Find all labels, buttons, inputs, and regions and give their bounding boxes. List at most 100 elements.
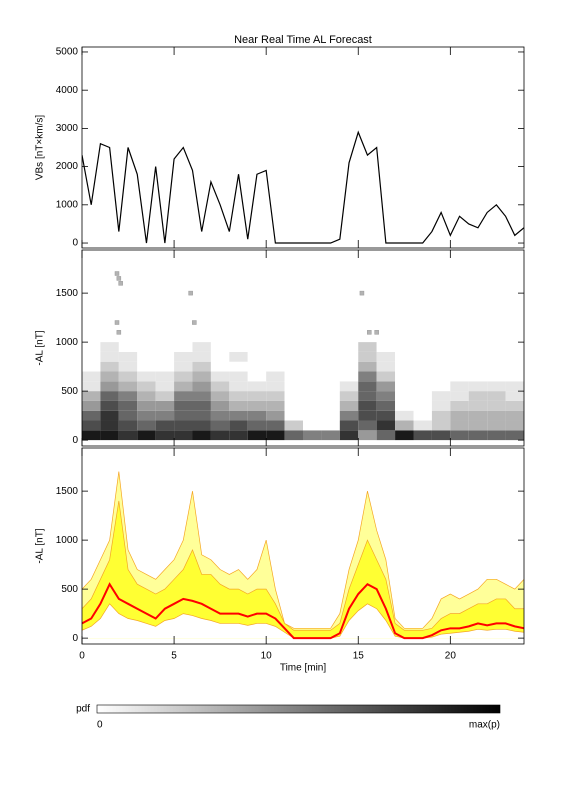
heat-cell [118, 361, 138, 372]
heat-cell [431, 420, 451, 431]
heat-cell [468, 410, 488, 421]
heat-cell [321, 381, 340, 392]
colorbar-min: 0 [97, 720, 103, 731]
heat-cell [82, 400, 101, 411]
x-axis-label: Time [min] [280, 663, 327, 674]
heat-cell [155, 420, 175, 431]
y-tick-label: 1500 [56, 288, 79, 299]
heat-cell [137, 430, 156, 441]
heat-cell [284, 351, 303, 362]
heat-cell [192, 430, 211, 441]
y-tick-label: 3000 [56, 123, 79, 134]
heat-cell [468, 361, 488, 372]
heat-cell [321, 361, 340, 372]
heat-cell [174, 351, 193, 362]
heat-cell [284, 420, 303, 431]
heat-cell [192, 381, 211, 392]
heat-cell [192, 371, 211, 382]
heat-cell [247, 342, 267, 352]
heat-cell [468, 400, 488, 411]
heat-cell [210, 371, 230, 382]
heat-cell [431, 430, 451, 441]
heat-cell [468, 381, 488, 392]
heat-cell [395, 430, 414, 441]
heat-cell [174, 371, 193, 382]
heat-cell [155, 391, 175, 401]
heat-cell [450, 400, 469, 411]
heat-cell [229, 410, 248, 421]
outlier-cell [114, 271, 120, 276]
heat-cell [358, 420, 377, 431]
heat-cell [82, 381, 101, 392]
heat-cell [376, 420, 396, 431]
heat-cell [468, 391, 488, 401]
heat-cell [339, 371, 359, 382]
heat-cell [155, 371, 175, 382]
heat-cell [210, 342, 230, 352]
heat-cell [100, 371, 119, 382]
y-tick-label: 4000 [56, 85, 79, 96]
heat-cell [137, 400, 156, 411]
heat-cell [266, 430, 285, 441]
heat-cell [431, 342, 451, 352]
median-line [82, 582, 524, 640]
heat-cell [100, 410, 119, 421]
heat-cell [137, 410, 156, 421]
heat-cell [155, 410, 175, 421]
heat-cell [284, 342, 303, 352]
heat-cell [210, 400, 230, 411]
heat-cell [100, 342, 119, 352]
y-tick-label: 5000 [56, 47, 79, 58]
heat-cell [358, 351, 377, 362]
colorbar-max: max(p) [469, 720, 500, 731]
heat-cell [229, 342, 248, 352]
heat-cell [505, 430, 524, 441]
heat-cell [155, 342, 175, 352]
heat-cell [303, 400, 322, 411]
heat-cell [450, 361, 469, 372]
heat-cell [82, 342, 101, 352]
heat-cell [192, 420, 211, 431]
heat-cell [431, 400, 451, 411]
heat-cell [358, 410, 377, 421]
heat-cell [450, 351, 469, 362]
heat-cell [395, 351, 414, 362]
heat-cell [468, 342, 488, 352]
heat-cell [192, 351, 211, 362]
heat-cell [137, 342, 156, 352]
heat-cell [174, 410, 193, 421]
heat-cell [339, 342, 359, 352]
heat-cell [321, 371, 340, 382]
heat-cell [303, 420, 322, 431]
heat-cell [468, 430, 488, 441]
heat-cell [82, 361, 101, 372]
heat-cell [450, 410, 469, 421]
heat-cell [413, 391, 432, 401]
heat-cell [321, 351, 340, 362]
heat-cell [210, 430, 230, 441]
heat-cell [266, 351, 285, 362]
heat-cell [339, 351, 359, 362]
heat-cell [468, 371, 488, 382]
band-area [82, 500, 524, 639]
heat-cell [358, 342, 377, 352]
heat-cell [210, 381, 230, 392]
heat-cell [376, 381, 396, 392]
heat-cell [284, 410, 303, 421]
y-tick-label: 500 [61, 584, 78, 595]
heat-cell [210, 351, 230, 362]
heat-cell [450, 391, 469, 401]
heat-cell [82, 351, 101, 362]
heat-cell [413, 400, 432, 411]
heat-cell [155, 351, 175, 362]
x-tick-label: 15 [353, 651, 365, 662]
outlier-cell [114, 320, 120, 325]
heat-cell [395, 371, 414, 382]
heat-cell [376, 400, 396, 411]
heat-cell [266, 361, 285, 372]
x-tick-label: 10 [261, 651, 273, 662]
heat-cell [487, 400, 506, 411]
heat-cell [284, 361, 303, 372]
heat-cell [395, 381, 414, 392]
heat-cell [321, 391, 340, 401]
